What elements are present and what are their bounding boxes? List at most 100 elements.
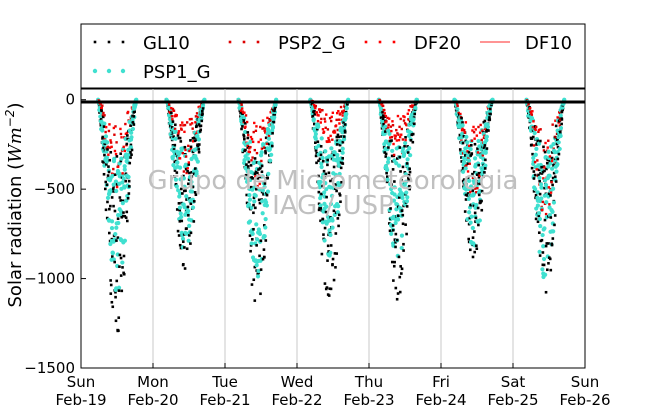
- point-gl10-0-119: [129, 124, 133, 127]
- point-psp2-2-34: [246, 144, 249, 148]
- point-gl10-2-93: [262, 248, 266, 251]
- point-gl10-4-51: [391, 168, 395, 171]
- point-gl10-3-85: [332, 209, 336, 213]
- point-gl10-1-115: [196, 143, 199, 146]
- point-gl10-0-63: [113, 209, 117, 213]
- point-psp2-1-24: [171, 107, 175, 111]
- legend-marker-0: [92, 68, 98, 74]
- point-psp1-0-54: [110, 173, 115, 179]
- point-gl10-6-26: [532, 170, 536, 173]
- point-gl10-2-71: [256, 177, 260, 180]
- point-gl10-1-121: [197, 143, 201, 146]
- point-psp1-2-23: [242, 158, 247, 163]
- point-gl10-3-124: [342, 135, 346, 138]
- point-gl10-4-135: [414, 102, 417, 106]
- point-psp1-6-126: [558, 113, 563, 118]
- y-tick-label-3: −1500: [24, 359, 75, 377]
- point-gl10-1-80: [187, 214, 190, 217]
- point-gl10-5-94: [478, 182, 482, 186]
- point-psp2-4-102: [405, 123, 408, 127]
- point-gl10-3-44: [321, 184, 324, 188]
- point-psp2-0-40: [107, 129, 111, 133]
- point-psp1-5-98: [479, 147, 484, 152]
- point-psp1-1-51: [177, 165, 183, 170]
- point-psp2-0-64: [114, 125, 117, 128]
- point-psp2-4-56: [392, 153, 396, 157]
- point-psp2-3-116: [340, 110, 344, 113]
- point-psp1-3-77: [329, 146, 334, 151]
- point-gl10-4-109: [407, 177, 410, 181]
- point-psp2-6-36: [535, 125, 538, 129]
- point-gl10-6-112: [555, 142, 559, 146]
- point-psp1-4-88: [401, 192, 406, 197]
- point-psp1-3-78: [329, 193, 335, 198]
- point-gl10-4-60: [394, 245, 397, 249]
- point-gl10-2-25: [244, 122, 247, 125]
- point-psp2-3-30: [317, 114, 320, 117]
- point-gl10-1-70: [184, 189, 187, 193]
- point-gl10-4-9: [380, 116, 383, 119]
- point-gl10-2-58: [252, 196, 256, 200]
- point-gl10-3-76: [329, 287, 333, 291]
- point-psp1-6-94: [549, 166, 555, 171]
- point-gl10-1-62: [182, 174, 185, 178]
- point-gl10-6-88: [549, 268, 553, 272]
- point-psp2-1-60: [181, 152, 184, 155]
- point-gl10-1-82: [187, 163, 191, 166]
- point-psp1-1-72: [184, 194, 189, 199]
- point-gl10-6-64: [542, 263, 546, 267]
- point-gl10-0-56: [112, 204, 115, 208]
- point-psp1-0-123: [129, 135, 134, 140]
- point-gl10-6-62: [542, 145, 545, 149]
- point-psp2-4-4: [378, 99, 382, 102]
- point-gl10-1-128: [200, 119, 204, 123]
- point-gl10-0-95: [122, 254, 126, 258]
- point-psp1-6-32: [532, 130, 537, 136]
- point-psp1-2-41: [247, 219, 253, 224]
- point-psp1-0-96: [122, 185, 127, 190]
- point-gl10-3-69: [327, 171, 331, 175]
- point-gl10-3-42: [320, 252, 324, 256]
- point-gl10-3-61: [325, 286, 329, 289]
- point-gl10-6-110: [554, 124, 558, 128]
- point-psp2-5-96: [479, 123, 482, 127]
- point-gl10-2-63: [254, 206, 257, 210]
- point-gl10-3-47: [321, 159, 325, 163]
- point-psp2-6-122: [558, 124, 561, 127]
- point-gl10-2-42: [248, 234, 252, 237]
- point-psp1-3-106: [337, 171, 342, 177]
- point-psp2-3-46: [321, 128, 325, 131]
- point-gl10-2-34: [246, 131, 250, 134]
- point-psp2-6-118: [557, 121, 560, 124]
- point-gl10-1-24: [171, 120, 175, 123]
- point-psp2-2-98: [264, 131, 267, 134]
- point-psp1-3-36: [318, 179, 323, 185]
- point-gl10-4-103: [405, 162, 409, 165]
- point-psp2-0-44: [108, 146, 112, 149]
- point-psp1-4-57: [392, 185, 397, 190]
- legend-marker-2: [121, 40, 125, 44]
- point-gl10-4-32: [385, 175, 389, 178]
- point-psp2-5-94: [478, 131, 482, 134]
- point-gl10-3-136: [346, 102, 349, 106]
- point-gl10-6-49: [538, 254, 542, 257]
- point-psp1-6-109: [554, 169, 559, 174]
- point-gl10-6-130: [560, 117, 564, 120]
- point-psp2-1-90: [189, 147, 193, 151]
- point-gl10-2-100: [264, 239, 268, 242]
- point-gl10-5-39: [464, 154, 467, 157]
- point-psp2-0-42: [108, 123, 111, 126]
- point-psp2-2-106: [266, 116, 269, 120]
- point-psp1-6-56: [539, 185, 544, 190]
- point-psp1-5-90: [477, 144, 482, 149]
- point-gl10-6-108: [554, 180, 558, 183]
- point-gl10-3-54: [323, 176, 327, 179]
- point-gl10-4-87: [401, 213, 405, 217]
- point-psp1-3-100: [335, 156, 340, 161]
- point-gl10-0-50: [110, 300, 114, 304]
- point-psp2-1-22: [171, 118, 174, 121]
- point-psp1-3-74: [328, 232, 333, 238]
- point-psp1-6-86: [547, 173, 552, 178]
- point-gl10-1-107: [194, 193, 198, 197]
- point-psp2-2-14: [240, 107, 244, 110]
